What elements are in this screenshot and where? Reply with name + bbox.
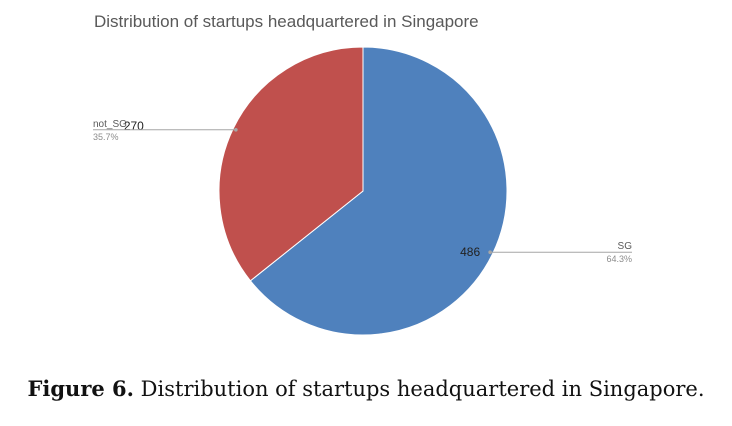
category-label-sg: SG — [618, 241, 633, 252]
leader-dot-not-sg — [234, 127, 238, 132]
pie-slice-sg — [249, 46, 508, 336]
leader-dot-sg — [488, 250, 492, 255]
caption-label: Figure 6. — [27, 376, 134, 401]
caption-text: Distribution of startups headquartered i… — [140, 377, 705, 401]
chart-title: Distribution of startups headquartered i… — [94, 12, 479, 31]
figure-caption: Figure 6. Distribution of startups headq… — [0, 376, 732, 401]
data-label-sg: 486 — [460, 245, 480, 259]
percent-label-not-sg: 35.7% — [93, 132, 119, 142]
pie-slice-not-sg — [218, 46, 364, 282]
percent-label-sg: 64.3% — [606, 254, 632, 264]
category-label-not-sg: not_SG — [93, 119, 127, 130]
